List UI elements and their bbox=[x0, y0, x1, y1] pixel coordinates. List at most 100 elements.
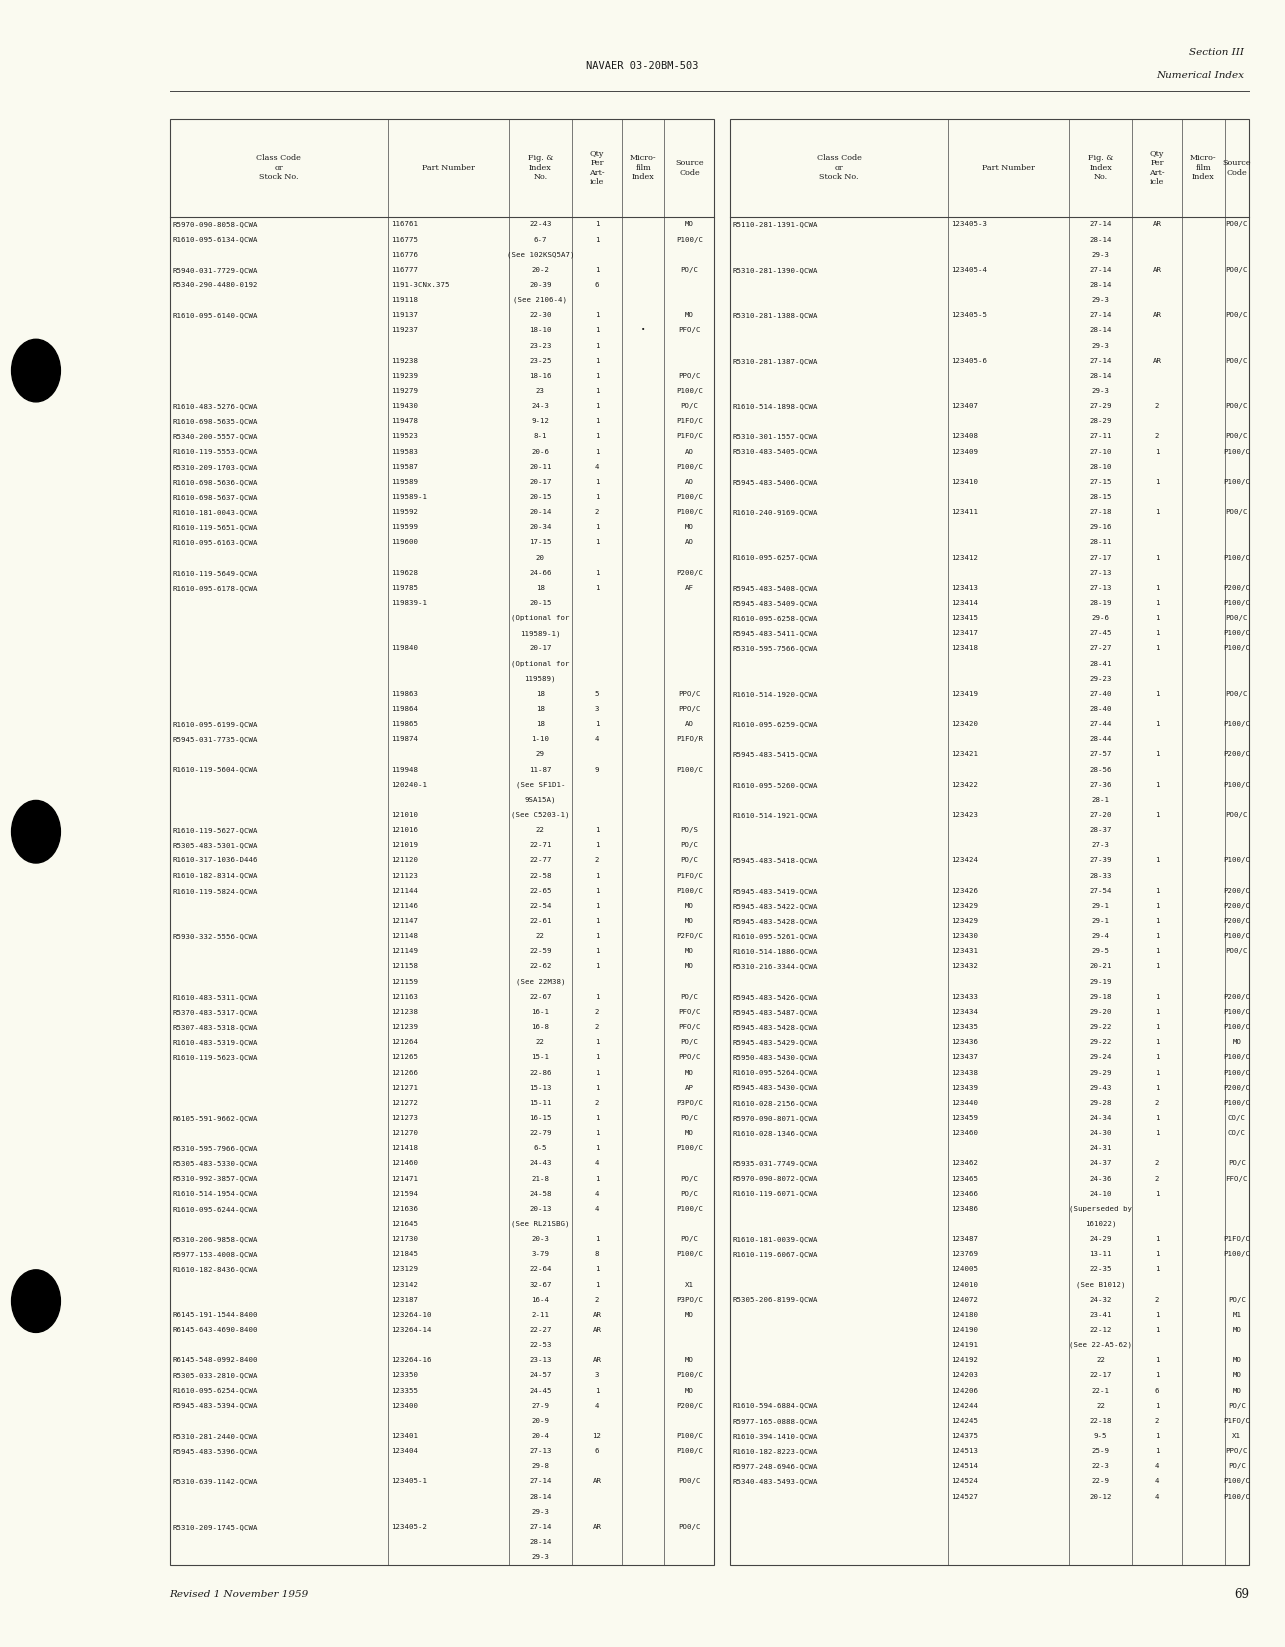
Text: 2: 2 bbox=[1155, 404, 1159, 408]
Text: 4: 4 bbox=[1155, 1494, 1159, 1499]
Text: 1: 1 bbox=[595, 842, 599, 848]
Text: (See 22M38): (See 22M38) bbox=[515, 978, 565, 985]
Text: PO/C: PO/C bbox=[1227, 1161, 1246, 1166]
Text: 2: 2 bbox=[1155, 1176, 1159, 1181]
Text: 27-17: 27-17 bbox=[1090, 555, 1112, 560]
Text: 1: 1 bbox=[595, 1130, 599, 1136]
Text: 28-41: 28-41 bbox=[1090, 660, 1112, 667]
Text: 124514: 124514 bbox=[951, 1463, 978, 1469]
Text: 22-67: 22-67 bbox=[529, 993, 551, 1000]
Text: (Optional for: (Optional for bbox=[511, 614, 569, 621]
Text: 29-3: 29-3 bbox=[531, 1555, 550, 1560]
Text: 121645: 121645 bbox=[391, 1220, 418, 1227]
Text: 121239: 121239 bbox=[391, 1024, 418, 1029]
Text: 119589: 119589 bbox=[391, 479, 418, 484]
Text: P1FO/C: P1FO/C bbox=[676, 873, 703, 878]
Text: 120240-1: 120240-1 bbox=[391, 782, 427, 787]
Text: 20-21: 20-21 bbox=[1090, 963, 1112, 970]
Text: MO: MO bbox=[1232, 1039, 1241, 1046]
Text: 18-16: 18-16 bbox=[529, 372, 551, 379]
Text: 119589): 119589) bbox=[524, 675, 556, 682]
Text: 24-43: 24-43 bbox=[529, 1161, 551, 1166]
Text: 123410: 123410 bbox=[951, 479, 978, 484]
Text: X1: X1 bbox=[685, 1281, 694, 1288]
Text: 123415: 123415 bbox=[951, 616, 978, 621]
Text: R5310-301-1557-QCWA: R5310-301-1557-QCWA bbox=[732, 433, 819, 440]
Text: 1: 1 bbox=[595, 418, 599, 425]
Text: 6: 6 bbox=[595, 282, 599, 288]
Text: (See 22-A5-62): (See 22-A5-62) bbox=[1069, 1342, 1132, 1349]
Text: P100/C: P100/C bbox=[1223, 1479, 1250, 1484]
Text: R5945-483-5487-QCWA: R5945-483-5487-QCWA bbox=[732, 1010, 819, 1015]
Text: 124072: 124072 bbox=[951, 1296, 978, 1303]
Text: R1610-317-1036-D446: R1610-317-1036-D446 bbox=[172, 858, 258, 863]
Text: PO0/C: PO0/C bbox=[678, 1479, 700, 1484]
Text: R5977-165-0888-QCWA: R5977-165-0888-QCWA bbox=[732, 1418, 819, 1423]
Text: R6145-191-1544-8400: R6145-191-1544-8400 bbox=[172, 1311, 258, 1318]
Text: P200/C: P200/C bbox=[1223, 888, 1250, 894]
Text: 123355: 123355 bbox=[391, 1387, 418, 1393]
Text: 121271: 121271 bbox=[391, 1085, 418, 1090]
Text: 1: 1 bbox=[595, 570, 599, 576]
Text: 1: 1 bbox=[1155, 963, 1159, 970]
Text: 123465: 123465 bbox=[951, 1176, 978, 1181]
Text: 123419: 123419 bbox=[951, 692, 978, 697]
Text: 1: 1 bbox=[595, 1267, 599, 1273]
Text: (See SF1D1-: (See SF1D1- bbox=[515, 782, 565, 787]
Text: 123459: 123459 bbox=[951, 1115, 978, 1122]
Text: 1: 1 bbox=[1155, 1069, 1159, 1075]
Text: MO: MO bbox=[1232, 1327, 1241, 1332]
Text: 24-30: 24-30 bbox=[1090, 1130, 1112, 1136]
Text: 121019: 121019 bbox=[391, 842, 418, 848]
Text: 123424: 123424 bbox=[951, 858, 978, 863]
Text: P100/C: P100/C bbox=[676, 766, 703, 772]
Text: 121471: 121471 bbox=[391, 1176, 418, 1181]
Text: AR: AR bbox=[592, 1327, 601, 1332]
Text: 1: 1 bbox=[595, 827, 599, 833]
Text: 22: 22 bbox=[1096, 1403, 1105, 1408]
Text: P100/C: P100/C bbox=[1223, 646, 1250, 652]
Text: Section III: Section III bbox=[1189, 48, 1244, 58]
Text: PPO/C: PPO/C bbox=[678, 372, 700, 379]
Text: R1610-483-5319-QCWA: R1610-483-5319-QCWA bbox=[172, 1039, 258, 1046]
Text: PPO/C: PPO/C bbox=[678, 692, 700, 697]
Text: 123404: 123404 bbox=[391, 1448, 418, 1454]
Text: P100/C: P100/C bbox=[676, 1145, 703, 1151]
Text: 121730: 121730 bbox=[391, 1237, 418, 1242]
Text: 24-57: 24-57 bbox=[529, 1372, 551, 1379]
Text: 121016: 121016 bbox=[391, 827, 418, 833]
Text: PO0/C: PO0/C bbox=[678, 1523, 700, 1530]
Text: 123414: 123414 bbox=[951, 600, 978, 606]
Text: R5930-332-5556-QCWA: R5930-332-5556-QCWA bbox=[172, 934, 258, 939]
Text: 119599: 119599 bbox=[391, 524, 418, 530]
Text: P100/C: P100/C bbox=[676, 464, 703, 469]
Text: 1: 1 bbox=[1155, 616, 1159, 621]
Text: 123413: 123413 bbox=[951, 585, 978, 591]
Text: 27-18: 27-18 bbox=[1090, 509, 1112, 516]
Text: 24-37: 24-37 bbox=[1090, 1161, 1112, 1166]
Text: 9-12: 9-12 bbox=[531, 418, 550, 425]
Text: 1: 1 bbox=[1155, 858, 1159, 863]
Text: PO0/C: PO0/C bbox=[1226, 812, 1248, 819]
Text: Class Code
or
Stock No.: Class Code or Stock No. bbox=[257, 155, 301, 181]
Text: 119238: 119238 bbox=[391, 357, 418, 364]
Text: R1610-119-6071-QCWA: R1610-119-6071-QCWA bbox=[732, 1191, 819, 1197]
Text: R5945-483-5409-QCWA: R5945-483-5409-QCWA bbox=[732, 600, 819, 606]
Text: 27-14: 27-14 bbox=[529, 1523, 551, 1530]
Text: 13-11: 13-11 bbox=[1090, 1252, 1112, 1257]
Text: 1: 1 bbox=[1155, 903, 1159, 909]
Text: P200/C: P200/C bbox=[1223, 585, 1250, 591]
Text: 22-54: 22-54 bbox=[529, 903, 551, 909]
Text: R5945-483-5430-QCWA: R5945-483-5430-QCWA bbox=[732, 1085, 819, 1090]
Text: 121265: 121265 bbox=[391, 1054, 418, 1061]
Text: 119589-1): 119589-1) bbox=[520, 631, 560, 637]
Text: 22-62: 22-62 bbox=[529, 963, 551, 970]
Text: R1610-095-6259-QCWA: R1610-095-6259-QCWA bbox=[732, 721, 819, 728]
Text: 16-4: 16-4 bbox=[531, 1296, 550, 1303]
Text: 27-29: 27-29 bbox=[1090, 404, 1112, 408]
Text: 28-14: 28-14 bbox=[1090, 328, 1112, 333]
Text: 20-15: 20-15 bbox=[529, 494, 551, 501]
Text: 4: 4 bbox=[595, 1191, 599, 1197]
Text: 22-61: 22-61 bbox=[529, 917, 551, 924]
Text: R6145-548-0992-8400: R6145-548-0992-8400 bbox=[172, 1357, 258, 1364]
